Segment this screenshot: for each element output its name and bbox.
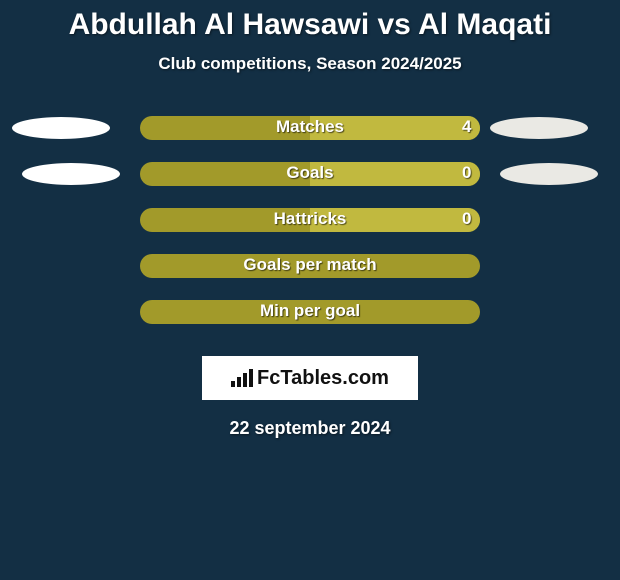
page-subtitle: Club competitions, Season 2024/2025 xyxy=(0,54,620,74)
stat-label: Min per goal xyxy=(260,301,360,321)
logo-label: FcTables.com xyxy=(257,367,389,390)
player-ellipse-right xyxy=(490,117,588,139)
page-title: Abdullah Al Hawsawi vs Al Maqati xyxy=(0,0,620,42)
date-text: 22 september 2024 xyxy=(0,418,620,439)
stat-row: Min per goal xyxy=(0,300,620,346)
stats-rows: Matches 4 Goals 0 Hattricks 0 Goals per match M… xyxy=(0,116,620,346)
stat-value-right: 0 xyxy=(462,209,471,229)
player-ellipse-left xyxy=(22,163,120,185)
stat-row: Goals 0 xyxy=(0,162,620,208)
stat-value-right: 4 xyxy=(462,117,471,137)
stat-label: Goals per match xyxy=(243,255,376,275)
stat-label: Goals xyxy=(286,163,333,183)
player-ellipse-left xyxy=(12,117,110,139)
stat-value-right: 0 xyxy=(462,163,471,183)
stat-label: Hattricks xyxy=(274,209,347,229)
stat-label: Matches xyxy=(276,117,344,137)
stat-row: Hattricks 0 xyxy=(0,208,620,254)
logo-box: FcTables.com xyxy=(202,356,418,400)
player-ellipse-right xyxy=(500,163,598,185)
stat-row: Matches 4 xyxy=(0,116,620,162)
stat-row: Goals per match xyxy=(0,254,620,300)
bar-fill-right xyxy=(310,162,480,186)
bars-icon xyxy=(231,369,253,387)
logo-text: FcTables.com xyxy=(231,367,389,390)
